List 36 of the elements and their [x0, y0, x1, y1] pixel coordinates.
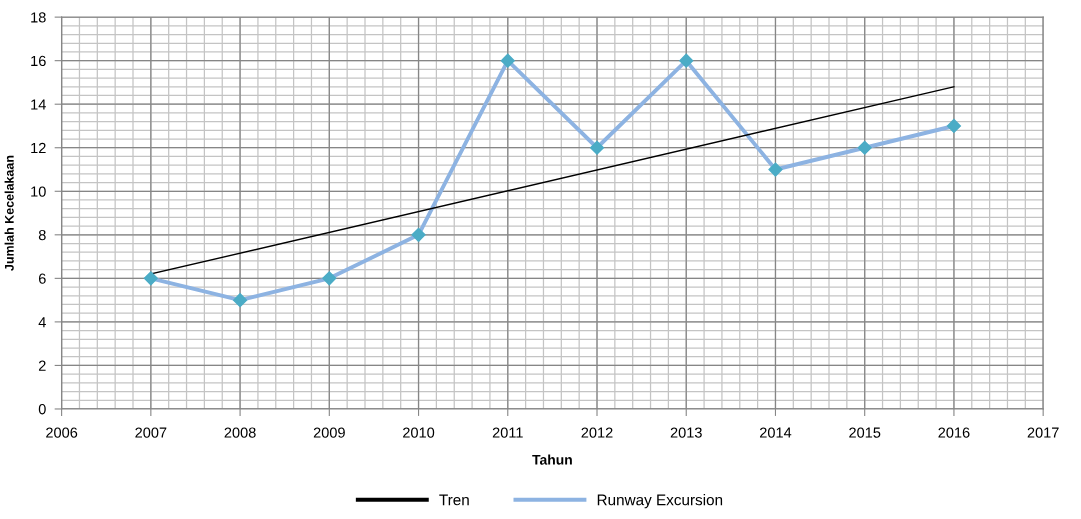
y-tick-label: 10 — [31, 186, 46, 197]
point — [233, 293, 248, 308]
point — [589, 140, 605, 155]
point — [857, 140, 872, 155]
point — [679, 53, 694, 68]
y-tick-label: 14 — [31, 99, 46, 110]
legend-label: Runway Excursion — [597, 494, 723, 509]
point — [768, 162, 783, 177]
x-tick-label: 2013 — [670, 427, 702, 438]
y-tick-label: 16 — [31, 55, 46, 67]
x-tick-label: 2012 — [581, 427, 613, 438]
point — [143, 271, 158, 286]
y-tick-label: 6 — [38, 273, 46, 284]
y-tick-label: 8 — [38, 229, 46, 241]
x-tick-label: 2010 — [403, 427, 435, 438]
y-tick-label: 4 — [38, 317, 46, 328]
point — [322, 271, 337, 286]
x-axis-title: Tahun — [532, 454, 572, 465]
x-tick-label: 2009 — [313, 427, 345, 438]
x-tick-label: 2008 — [224, 427, 256, 438]
y-axis-title: Jumlah Kecelakaan — [4, 155, 14, 271]
point — [946, 118, 962, 134]
point — [411, 227, 426, 242]
x-tick-label: 2015 — [849, 427, 881, 438]
x-tick-label: 2017 — [1027, 427, 1059, 438]
y-tick-label: 2 — [38, 360, 46, 371]
y-tick-label: 0 — [38, 404, 46, 415]
legend-label: Tren — [439, 494, 469, 506]
point — [500, 53, 515, 68]
y-tick-label: 12 — [31, 142, 46, 154]
x-tick-label: 2014 — [759, 427, 792, 438]
x-tick-label: 2016 — [938, 427, 970, 438]
y-tick-label: 18 — [31, 12, 46, 23]
x-tick-label: 2011 — [492, 427, 523, 438]
x-tick-label: 2006 — [46, 427, 78, 438]
x-tick-label: 2007 — [135, 427, 167, 438]
